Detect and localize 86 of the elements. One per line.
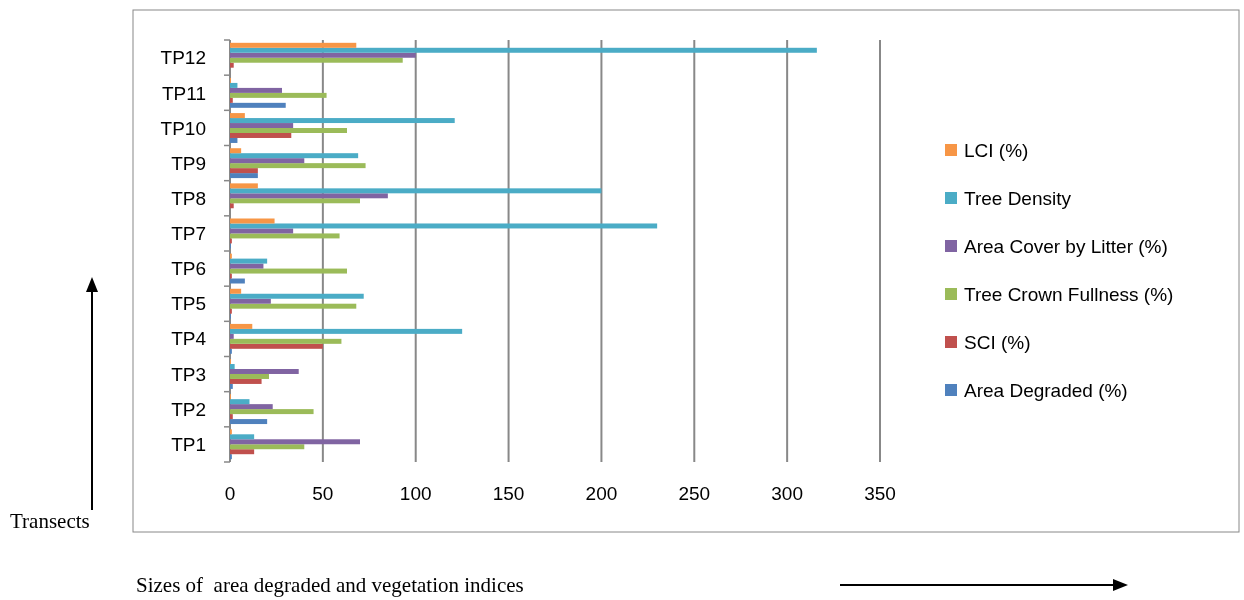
- bar: [230, 123, 294, 129]
- y-tick-label: TP3: [171, 363, 206, 385]
- bar: [230, 168, 258, 174]
- bar: [230, 87, 282, 93]
- bar: [230, 444, 305, 450]
- bar: [230, 323, 253, 329]
- bar: [230, 193, 388, 199]
- bar: [230, 128, 347, 133]
- bar: [230, 288, 242, 294]
- bar: [230, 298, 271, 304]
- y-tick-label: TP4: [171, 328, 207, 350]
- x-tick-label: 200: [585, 483, 618, 504]
- bar: [230, 414, 233, 420]
- bar: [230, 223, 658, 229]
- x-tick-label: 0: [224, 483, 236, 504]
- bar: [230, 278, 245, 284]
- bar: [230, 133, 292, 138]
- y-tick-label: TP5: [171, 293, 206, 315]
- bar: [230, 338, 342, 344]
- bar: [230, 57, 403, 63]
- y-tick-label: TP6: [171, 258, 206, 280]
- bar: [230, 118, 455, 124]
- bar: [230, 373, 269, 379]
- x-tick-label: 350: [864, 483, 896, 504]
- x-tick-label: 250: [678, 483, 711, 504]
- bar: [230, 42, 357, 48]
- y-tick-label: TP1: [171, 433, 206, 455]
- bar: [230, 47, 817, 53]
- bar: [230, 449, 255, 455]
- bar: [230, 268, 347, 274]
- bar: [230, 163, 366, 169]
- bar: [230, 52, 416, 58]
- bar: [230, 343, 323, 349]
- bar: [230, 92, 327, 98]
- y-tick-label: TP12: [160, 47, 206, 69]
- bar: [230, 183, 258, 189]
- y-tick-label: TP9: [171, 152, 206, 174]
- bar: [230, 198, 360, 204]
- bar: [230, 293, 364, 299]
- bar: [230, 369, 299, 374]
- bar: [230, 378, 262, 384]
- y-axis-title: Transects: [10, 509, 90, 533]
- x-tick-label: 50: [312, 483, 334, 504]
- y-tick-label: TP8: [171, 187, 206, 209]
- bar: [230, 62, 234, 68]
- y-tick-label: TP10: [160, 117, 206, 139]
- bar: [230, 158, 305, 164]
- bar: [230, 218, 275, 224]
- y-tick-label: TP2: [171, 398, 206, 420]
- bar: [230, 97, 233, 103]
- bar: [230, 419, 268, 425]
- bar: [230, 364, 235, 369]
- bar: [230, 203, 234, 209]
- legend-label: Tree Density: [964, 187, 1072, 209]
- x-tick-label: 150: [492, 483, 525, 504]
- bar: [230, 113, 245, 119]
- bar: [230, 303, 357, 309]
- bar: [230, 434, 255, 440]
- bar: [230, 173, 258, 179]
- bar: [230, 148, 242, 154]
- x-axis-title: Sizes of area degraded and vegetation indices: [136, 573, 524, 597]
- bar: [230, 383, 233, 389]
- y-tick-label: TP11: [161, 82, 206, 104]
- bar: [230, 399, 250, 405]
- bar: [230, 137, 238, 143]
- bar: [230, 233, 340, 239]
- bar: [230, 263, 264, 269]
- y-tick-label: TP7: [171, 223, 206, 245]
- legend-label: SCI (%): [964, 331, 1031, 353]
- bar: [230, 102, 286, 108]
- legend-label: LCI (%): [964, 139, 1029, 161]
- bar: [230, 333, 234, 339]
- legend-label: Area Degraded (%): [964, 379, 1128, 401]
- legend-label: Area Cover by Litter (%): [964, 235, 1168, 257]
- bar: [230, 228, 294, 234]
- x-tick-label: 100: [399, 483, 432, 504]
- bar: [230, 188, 602, 194]
- bar: [230, 153, 359, 159]
- bar: [230, 258, 268, 264]
- legend-label: Tree Crown Fullness (%): [964, 283, 1174, 305]
- bar: [230, 409, 314, 415]
- bar: [230, 328, 463, 334]
- bar: [230, 82, 238, 88]
- x-tick-label: 300: [771, 483, 803, 504]
- bar: [230, 439, 360, 445]
- bar: [230, 404, 273, 410]
